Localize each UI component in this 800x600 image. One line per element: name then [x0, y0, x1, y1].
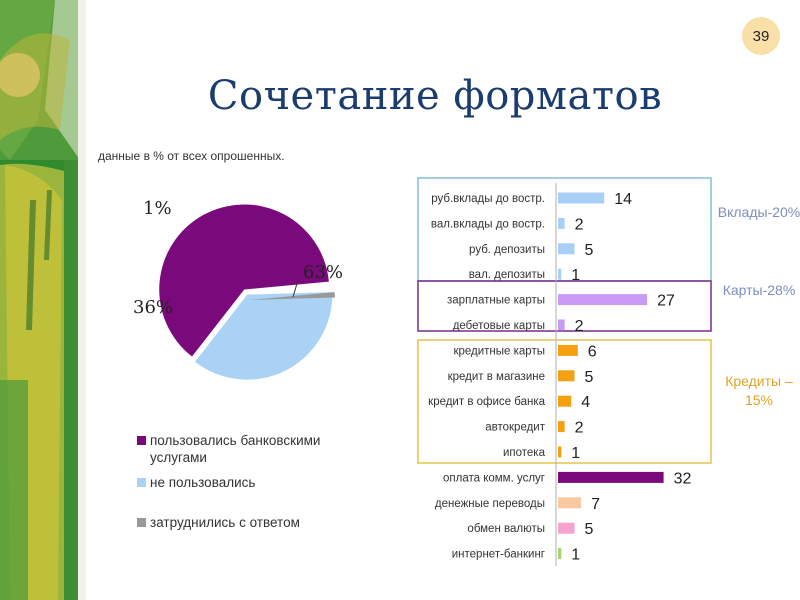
- bar-category-label: интернет-банкинг: [452, 549, 545, 561]
- bar-category-label: кредит в магазине: [448, 371, 545, 383]
- legend-swatch: [137, 518, 146, 527]
- legend-item-undecided: затруднились с ответом: [137, 514, 360, 531]
- bar: [558, 497, 582, 509]
- pie-slice-used: [159, 204, 329, 357]
- bar-value-label: 1: [571, 445, 580, 462]
- bar-value-label: 27: [657, 293, 675, 310]
- group-box-cards: [417, 280, 712, 332]
- bar: [558, 370, 575, 382]
- bar-category-label: кредит в офисе банка: [428, 396, 545, 408]
- pie-label-undecided: 1%: [143, 198, 172, 219]
- bar-value-label: 5: [585, 242, 594, 259]
- bar: [558, 522, 575, 534]
- slide-title: Сочетание форматов: [207, 73, 663, 119]
- bar-value-label: 1: [571, 267, 580, 284]
- bar: [558, 421, 565, 433]
- group-label-cards: Карты-28%: [722, 282, 796, 298]
- bar-value-label: 2: [575, 318, 584, 335]
- bar-category-label: руб.вклады до востр.: [431, 193, 545, 205]
- legend-label: не пользовались: [150, 475, 256, 490]
- bar-value-label: 2: [575, 420, 584, 437]
- bar: [558, 446, 562, 458]
- bar-category-label: вал.вклады до востр.: [431, 218, 545, 230]
- legend-item-used: пользовались банковскими услугами: [137, 432, 360, 466]
- bar-value-label: 7: [591, 496, 600, 513]
- bar: [558, 217, 565, 229]
- bar-category-label: руб. депозиты: [469, 244, 545, 256]
- bar-category-label: денежные переводы: [435, 498, 545, 510]
- bar-value-label: 32: [674, 470, 692, 487]
- bar: [558, 548, 562, 560]
- bar: [558, 319, 565, 331]
- group-box-credits: [417, 339, 712, 464]
- bar: [558, 395, 572, 407]
- legend-swatch: [137, 478, 146, 487]
- bar-category-label: зарплатные карты: [447, 295, 545, 307]
- bar-value-label: 6: [588, 343, 597, 360]
- bar-value-label: 4: [581, 394, 590, 411]
- bar-category-label: кредитные карты: [453, 345, 545, 357]
- bar-value-label: 1: [571, 547, 580, 564]
- legend-label: пользовались банковскими услугами: [150, 433, 321, 465]
- bar-category-label: вал. депозиты: [469, 269, 545, 281]
- bar: [558, 268, 562, 280]
- group-label-credits: Кредиты – 15%: [725, 373, 793, 408]
- chart-subtitle: данные в % от всех опрошенных.: [98, 149, 285, 163]
- bar: [558, 192, 605, 204]
- legend-swatch: [137, 436, 146, 445]
- bar-category-label: обмен валюты: [467, 523, 545, 535]
- bar-value-label: 14: [614, 191, 632, 208]
- pie-chart: 63% 36% 1%: [133, 198, 343, 380]
- page-number-badge: 39: [742, 17, 780, 55]
- legend-item-not-used: не пользовались: [137, 474, 360, 491]
- pie-label-not-used: 36%: [133, 297, 173, 318]
- bar: [558, 471, 664, 483]
- group-label-deposits: Вклады-20%: [717, 204, 800, 220]
- pie-slice-undecided: [250, 292, 335, 300]
- bar-value-label: 2: [575, 216, 584, 233]
- pie-label-used: 63%: [303, 262, 343, 283]
- bar: [558, 294, 648, 306]
- bar: [558, 344, 578, 356]
- bar-value-label: 5: [585, 369, 594, 386]
- pie-leader-line: [292, 279, 299, 298]
- bar-category-label: автокредит: [485, 422, 545, 434]
- bar-value-label: 5: [585, 521, 594, 538]
- legend-label: затруднились с ответом: [150, 515, 300, 530]
- bar-category-label: оплата комм. услуг: [443, 472, 545, 484]
- pie-slice-not-used: [195, 292, 333, 380]
- bar: [558, 243, 575, 255]
- bar-category-label: дебетовые карты: [453, 320, 545, 332]
- bar-category-label: ипотека: [503, 447, 546, 459]
